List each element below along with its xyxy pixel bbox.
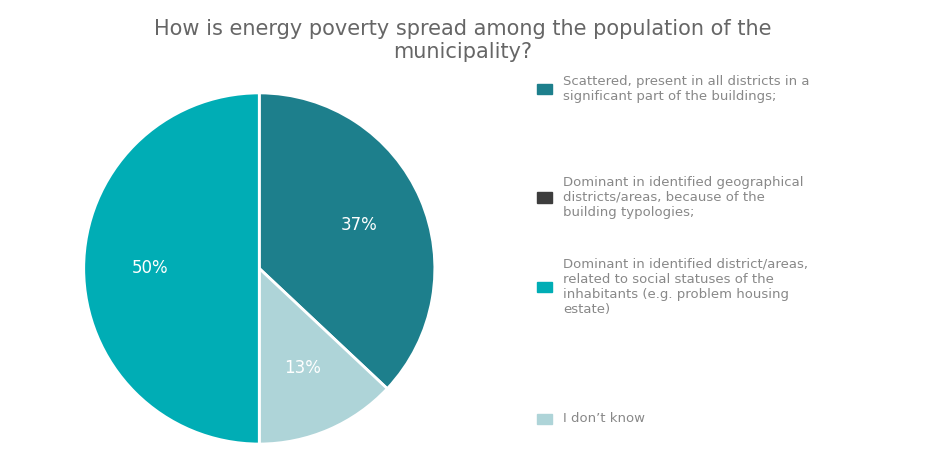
Text: How is energy poverty spread among the population of the
municipality?: How is energy poverty spread among the p… [155,19,771,62]
Wedge shape [83,93,259,444]
Text: 37%: 37% [341,216,378,234]
Text: 13%: 13% [284,359,321,377]
Wedge shape [259,93,435,389]
Wedge shape [259,268,387,444]
Text: Scattered, present in all districts in a
significant part of the buildings;: Scattered, present in all districts in a… [563,75,809,103]
Text: 50%: 50% [132,260,169,277]
Text: I don’t know: I don’t know [563,412,645,425]
Text: Dominant in identified geographical
districts/areas, because of the
building typ: Dominant in identified geographical dist… [563,176,804,219]
Text: Dominant in identified district/areas,
related to social statuses of the
inhabit: Dominant in identified district/areas, r… [563,258,808,316]
